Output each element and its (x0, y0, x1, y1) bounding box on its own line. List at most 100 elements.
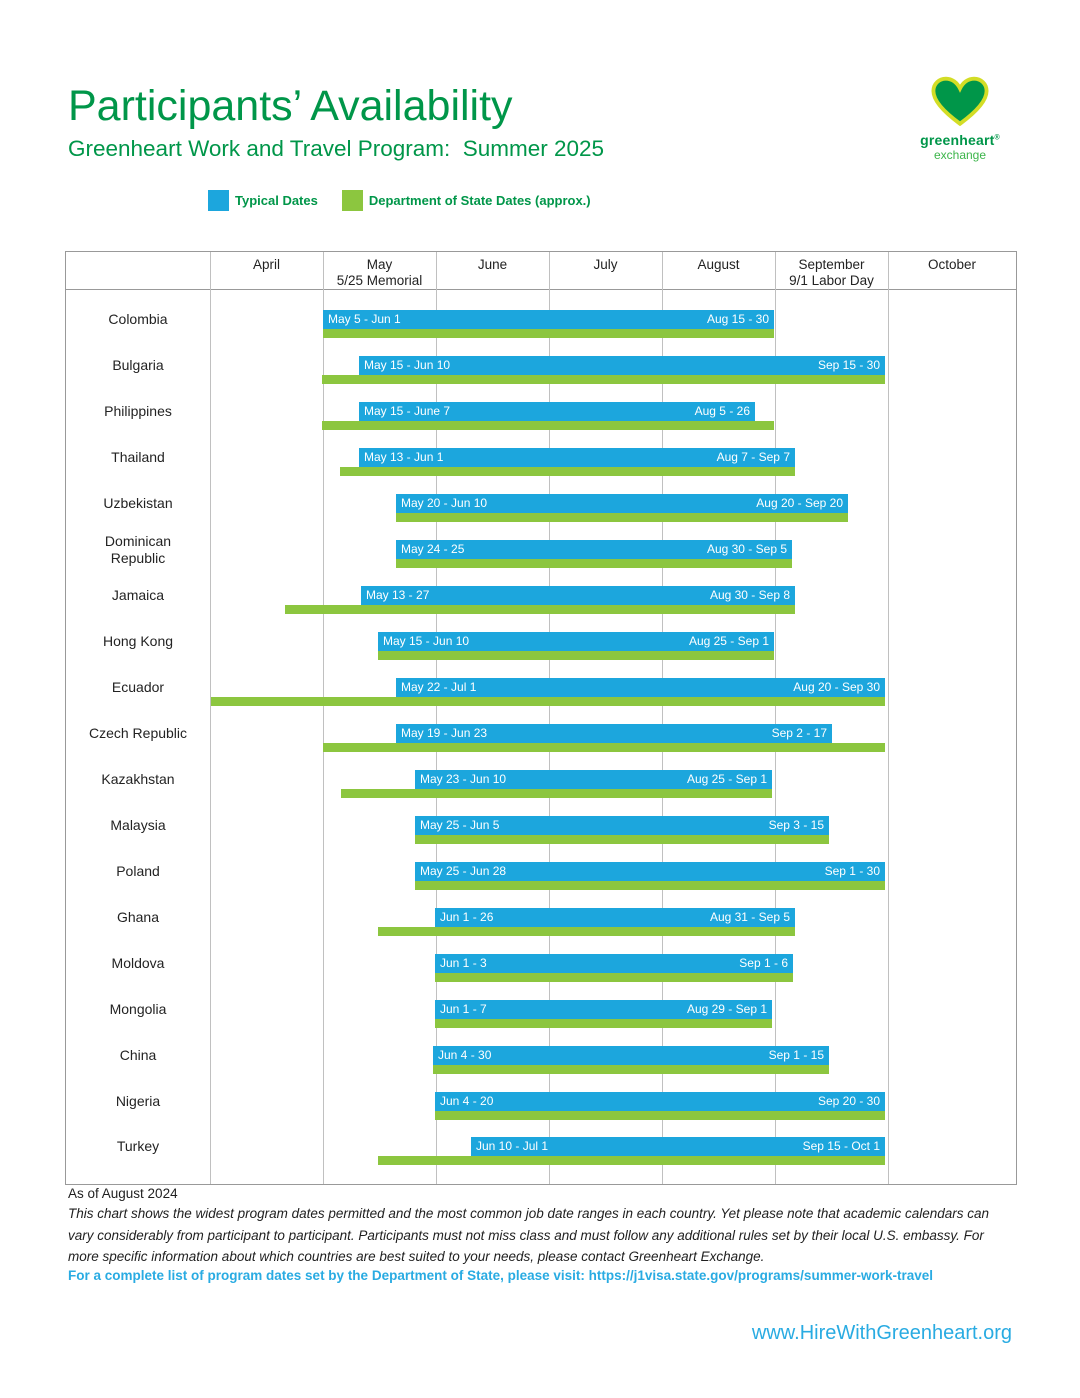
typical-dates-bar: May 19 - Jun 23 Sep 2 - 17 (396, 724, 832, 743)
country-label: Poland (116, 863, 160, 879)
country-label: Malaysia (110, 817, 166, 833)
bar-end-label: Aug 25 - Sep 1 (686, 772, 767, 786)
typical-dates-bar: Jun 1 - 3 Sep 1 - 6 (435, 954, 793, 973)
column-gridline (210, 252, 211, 1184)
dos-dates-bar (378, 1156, 885, 1165)
country-label: Kazakhstan (101, 771, 175, 787)
bar-start-label: May 25 - Jun 28 (420, 864, 507, 878)
bar-end-label: Aug 7 - Sep 7 (716, 450, 790, 464)
bar-start-label: May 15 - Jun 10 (364, 358, 451, 372)
dos-dates-bar (396, 559, 792, 568)
dos-dates-bar (322, 375, 885, 384)
dos-dates-bar (435, 1111, 885, 1120)
header-underline (66, 289, 1016, 290)
typical-dates-bar: May 25 - Jun 28 Sep 1 - 30 (415, 862, 885, 881)
dos-dates-bar (378, 927, 795, 936)
typical-dates-bar: May 15 - June 7 Aug 5 - 26 (359, 402, 755, 421)
legend-item-typical-dates: Typical Dates (208, 190, 318, 211)
typical-dates-bar: May 20 - Jun 10 Aug 20 - Sep 20 (396, 494, 848, 513)
bar-start-label: May 15 - Jun 10 (383, 634, 470, 648)
bar-end-label: Sep 1 - 30 (824, 864, 880, 878)
dos-dates-bar (415, 881, 885, 890)
country-label: Bulgaria (112, 357, 164, 373)
bar-end-label: Sep 15 - Oct 1 (802, 1139, 880, 1153)
hirewithgreenheart-link[interactable]: www.HireWithGreenheart.org (751, 1322, 1012, 1344)
bar-start-label: Jun 1 - 7 (440, 1002, 487, 1016)
bar-end-label: Sep 15 - 30 (817, 358, 880, 372)
dos-dates-bar (378, 651, 774, 660)
typical-dates-bar: May 23 - Jun 10 Aug 25 - Sep 1 (415, 770, 772, 789)
typical-dates-bar: Jun 10 - Jul 1 Sep 15 - Oct 1 (471, 1137, 885, 1156)
bar-end-label: Aug 15 - 30 (706, 312, 769, 326)
country-label: Uzbekistan (103, 495, 173, 511)
logo-sub: exchange (933, 148, 987, 163)
bar-start-label: May 22 - Jul 1 (401, 680, 477, 694)
dos-dates-bar (435, 1019, 772, 1028)
bar-end-label: Aug 29 - Sep 1 (686, 1002, 767, 1016)
dos-dates-bar (323, 743, 885, 752)
bar-start-label: May 24 - 25 (401, 542, 465, 556)
country-label: China (119, 1047, 157, 1063)
bar-end-label: Sep 1 - 6 (739, 956, 788, 970)
column-gridline (323, 252, 324, 1184)
typical-dates-bar: Jun 1 - 26 Aug 31 - Sep 5 (435, 908, 795, 927)
bar-start-label: Jun 4 - 30 (438, 1048, 492, 1062)
month-header-september: September 9/1 Labor Day (775, 257, 888, 289)
bar-end-label: Sep 2 - 17 (771, 726, 827, 740)
bar-start-label: May 5 - Jun 1 (328, 312, 401, 326)
country-label: Hong Kong (102, 633, 174, 649)
month-name: July (593, 257, 618, 272)
column-gridline (436, 252, 437, 1184)
bar-start-label: Jun 10 - Jul 1 (476, 1139, 549, 1153)
country-label: Mongolia (109, 1001, 167, 1017)
bar-end-label: Aug 20 - Sep 30 (793, 680, 880, 694)
bar-start-label: May 13 - 27 (366, 588, 430, 602)
dos-dates-bar (285, 605, 795, 614)
dos-dates-bar (341, 789, 772, 798)
dos-dates-bar (396, 513, 848, 522)
country-label: Philippines (104, 403, 172, 419)
bar-start-label: May 13 - Jun 1 (364, 450, 444, 464)
greenheart-logo: greenheart® exchange (916, 76, 1004, 163)
country-label: Czech Republic (88, 725, 188, 741)
month-name: May (366, 257, 393, 272)
country-label: Thailand (111, 449, 165, 465)
bar-end-label: Sep 20 - 30 (817, 1094, 880, 1108)
bar-start-label: Jun 4 - 20 (440, 1094, 494, 1108)
country-label: Moldova (111, 955, 165, 971)
typical-dates-bar: May 15 - Jun 10 Aug 25 - Sep 1 (378, 632, 774, 651)
bar-end-label: Sep 1 - 15 (768, 1048, 824, 1062)
column-gridline (888, 252, 889, 1184)
typical-dates-bar: May 13 - 27 Aug 30 - Sep 8 (361, 586, 795, 605)
typical-dates-bar: Jun 1 - 7 Aug 29 - Sep 1 (435, 1000, 772, 1019)
bar-end-label: Sep 3 - 15 (768, 818, 824, 832)
legend-label: Department of State Dates (approx.) (368, 193, 591, 208)
page-subtitle: Greenheart Work and Travel Program: Summ… (68, 136, 605, 161)
country-label: Dominican Republic (104, 533, 172, 566)
typical-dates-bar: Jun 4 - 30 Sep 1 - 15 (433, 1046, 829, 1065)
typical-dates-bar: May 25 - Jun 5 Sep 3 - 15 (415, 816, 829, 835)
month-header-may: May 5/25 Memorial (323, 257, 436, 289)
bar-end-label: Aug 25 - Sep 1 (688, 634, 769, 648)
dos-dates-bar (435, 973, 793, 982)
legend: Typical Dates Department of State Dates … (208, 190, 615, 211)
typical-dates-bar: Jun 4 - 20 Sep 20 - 30 (435, 1092, 885, 1111)
typical-dates-bar: May 5 - Jun 1 Aug 15 - 30 (323, 310, 774, 329)
month-name: June (477, 257, 508, 272)
bar-end-label: Aug 20 - Sep 20 (756, 496, 843, 510)
legend-item-dos-dates: Department of State Dates (approx.) (341, 190, 591, 211)
logo-brand: greenheart® (920, 132, 1000, 148)
typical-dates-bar: May 24 - 25 Aug 30 - Sep 5 (396, 540, 792, 559)
bar-start-label: May 20 - Jun 10 (401, 496, 488, 510)
as-of-date: As of August 2024 (68, 1186, 178, 1201)
month-header-july: July (549, 257, 662, 273)
country-label: Nigeria (115, 1093, 161, 1109)
dos-dates-bar (340, 467, 795, 476)
dos-dates-bar (323, 329, 774, 338)
typical-dates-bar: May 22 - Jul 1 Aug 20 - Sep 30 (396, 678, 885, 697)
month-name: August (697, 257, 740, 272)
typical-dates-bar: May 13 - Jun 1 Aug 7 - Sep 7 (359, 448, 795, 467)
bar-start-label: Jun 1 - 3 (440, 956, 487, 970)
dos-program-dates-link[interactable]: For a complete list of program dates set… (68, 1268, 933, 1283)
